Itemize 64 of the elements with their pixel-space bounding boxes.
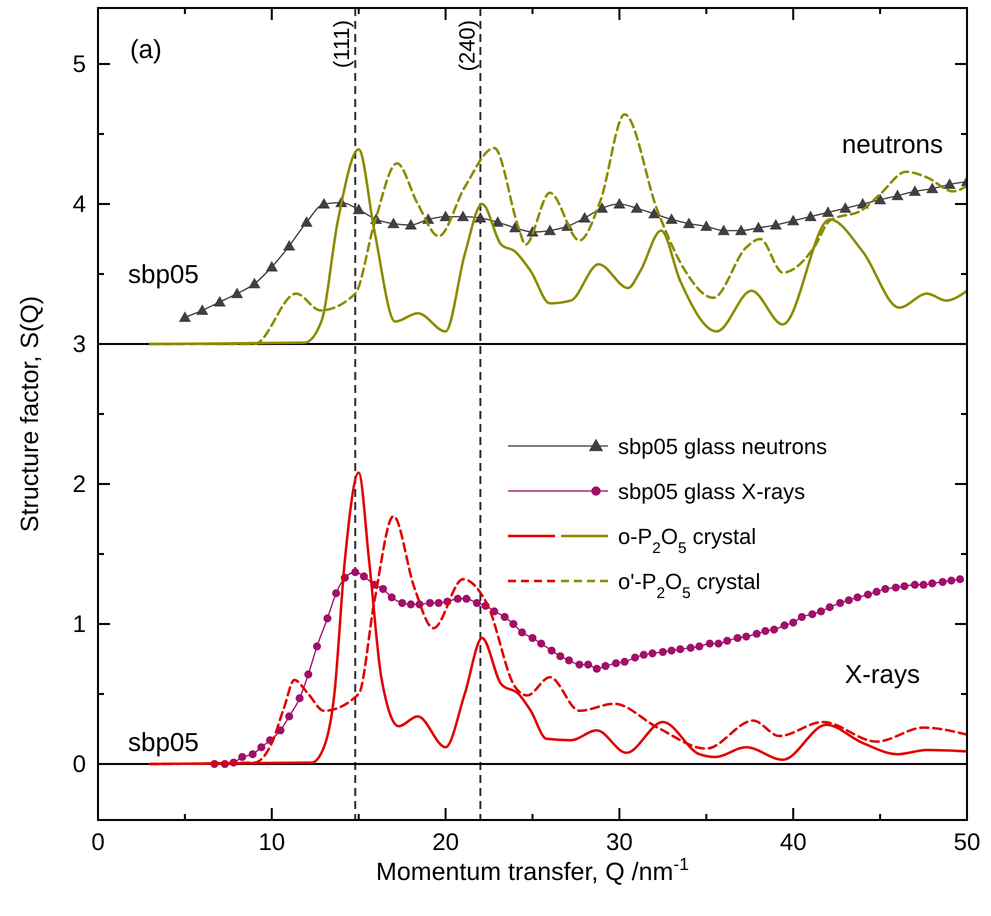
x-tick-label: 50	[954, 829, 980, 856]
x-tick-label: 10	[258, 829, 286, 856]
point	[908, 185, 921, 196]
x-axis-title: Momentum transfer, Q /nm$^{-1}$	[376, 854, 689, 886]
point	[666, 213, 678, 224]
point	[492, 216, 504, 227]
annotation: (240)	[454, 20, 480, 72]
point	[196, 304, 208, 315]
y-tick-label: 5	[72, 51, 86, 78]
point	[787, 214, 800, 226]
y-tick-label: 2	[72, 471, 86, 498]
point	[266, 261, 278, 272]
point	[648, 208, 660, 218]
point	[283, 240, 296, 250]
annotation: sbp05	[128, 259, 199, 289]
point	[944, 178, 956, 189]
x-tick-label: 0	[91, 829, 105, 856]
point	[770, 219, 782, 230]
point	[613, 198, 626, 208]
point	[440, 210, 452, 222]
point	[718, 224, 730, 236]
point	[804, 210, 817, 222]
point	[578, 212, 591, 222]
x-tick-label: 40	[780, 829, 807, 856]
legend-label: o-P$_{2}$O$_{5}$ crystal	[618, 524, 756, 556]
x-tick-label: 30	[606, 829, 633, 856]
point	[456, 210, 469, 222]
annotation: (a)	[130, 34, 162, 64]
legend-label: sbp05 glass X-rays	[618, 479, 806, 504]
legend-label: sbp05 glass neutrons	[618, 434, 828, 459]
point	[822, 206, 834, 217]
point	[352, 204, 365, 214]
legend-label: o'-P$_{2}$O$_{5}$ crystal	[618, 569, 760, 602]
annotation: sbp05	[128, 727, 199, 757]
y-axis-title: Structure factor, S(Q)	[16, 296, 44, 532]
point	[891, 190, 904, 200]
point	[509, 222, 522, 232]
point	[630, 202, 643, 213]
y-tick-label: 3	[72, 331, 86, 358]
y-tick-label: 0	[72, 751, 86, 778]
point	[596, 202, 608, 213]
point	[874, 194, 886, 204]
annotation: X-rays	[844, 659, 920, 689]
x-tick-label: 20	[432, 829, 459, 856]
point	[231, 288, 244, 298]
point	[300, 216, 313, 227]
point	[318, 198, 330, 208]
point	[752, 222, 764, 232]
point	[178, 311, 191, 322]
point	[926, 182, 938, 194]
point	[544, 224, 556, 236]
annotation: neutrons	[842, 129, 943, 159]
point	[404, 219, 417, 230]
point	[387, 218, 400, 228]
annotation: (111)	[329, 20, 354, 68]
y-tick-label: 4	[72, 191, 86, 218]
y-tick-label: 1	[72, 611, 86, 638]
point	[735, 224, 748, 236]
point	[839, 202, 852, 213]
point	[214, 296, 226, 306]
point	[700, 220, 712, 231]
point	[248, 278, 260, 288]
point	[474, 212, 486, 222]
point	[682, 218, 695, 228]
